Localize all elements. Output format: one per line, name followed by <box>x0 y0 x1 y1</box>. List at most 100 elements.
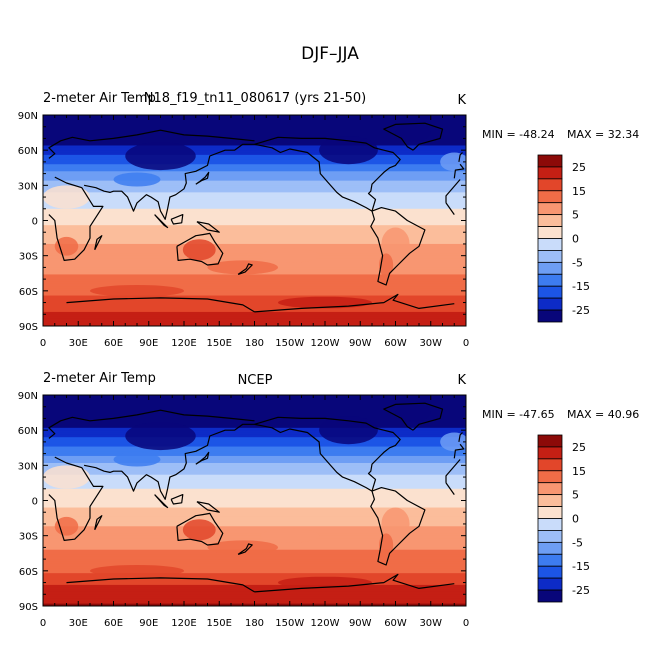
coastline <box>176 512 224 546</box>
colorbar-box <box>537 577 563 591</box>
heatmap-band <box>43 164 466 168</box>
heatmap-band <box>43 486 466 490</box>
heatmap-band <box>43 194 466 198</box>
coastline <box>370 207 426 286</box>
y-tick-label: 30N <box>18 461 38 472</box>
x-tick-label: 60E <box>104 618 123 629</box>
heatmap-band <box>43 304 466 308</box>
heatmap-band <box>43 568 466 572</box>
heatmap-band <box>43 318 466 322</box>
coastline <box>48 456 461 541</box>
heatmap-band <box>43 286 466 290</box>
heatmap-band <box>43 416 466 420</box>
colorbar-box <box>537 285 563 299</box>
coastline <box>83 423 255 500</box>
x-tick-label: 150E <box>207 338 232 349</box>
x-tick-label: 30E <box>69 618 88 629</box>
heatmap-band <box>43 455 466 459</box>
colorbar-label: 25 <box>572 441 586 454</box>
heatmap-band <box>43 311 466 315</box>
max-label: MAX = 40.96 <box>567 408 639 421</box>
heatmap-anomaly <box>278 296 372 309</box>
heatmap-band <box>43 211 466 215</box>
colorbar-box <box>537 434 563 448</box>
heatmap-band <box>43 460 466 464</box>
heatmap-band <box>43 227 466 231</box>
heatmap-anomaly <box>395 403 431 422</box>
heatmap-band <box>43 512 466 516</box>
heatmap-band <box>43 493 466 497</box>
heatmap-band <box>43 239 466 243</box>
heatmap-band <box>43 229 466 233</box>
heatmap-band <box>43 427 466 431</box>
coastline <box>170 494 184 505</box>
heatmap-anomaly <box>278 576 372 589</box>
coastline <box>237 543 253 555</box>
heatmap-anomaly <box>182 519 216 541</box>
colorbar-box <box>537 214 563 227</box>
heatmap-band <box>43 173 466 177</box>
heatmap-band <box>43 150 466 154</box>
colorbar-box <box>537 202 563 216</box>
x-tick-label: 90E <box>139 338 158 349</box>
heatmap-band <box>43 295 466 299</box>
heatmap-band <box>43 462 466 466</box>
x-tick-label: 150W <box>275 338 304 349</box>
coastline <box>254 416 401 492</box>
heatmap-band <box>43 290 466 294</box>
heatmap-band <box>43 175 466 179</box>
heatmap-band <box>43 206 466 210</box>
heatmap-band <box>43 281 466 285</box>
heatmap-band <box>43 514 466 518</box>
heatmap-band <box>43 498 466 502</box>
heatmap-band <box>43 559 466 563</box>
heatmap-band <box>43 185 466 189</box>
colorbar-label: -15 <box>572 560 590 573</box>
heatmap-band <box>43 283 466 287</box>
y-tick-label: 60N <box>18 426 38 437</box>
x-tick-label: 150W <box>275 618 304 629</box>
heatmap-band <box>43 528 466 532</box>
heatmap-band <box>43 253 466 257</box>
heatmap-band <box>43 495 466 499</box>
y-tick-label: 90N <box>18 111 38 122</box>
y-tick-label: 60N <box>18 146 38 157</box>
coastline <box>48 409 465 459</box>
heatmap-anomaly <box>395 123 431 142</box>
heatmap-band <box>43 404 466 408</box>
heatmap-anomaly <box>381 507 410 541</box>
heatmap-band <box>43 168 466 172</box>
heatmap-anomaly <box>125 421 196 451</box>
heatmap-band <box>43 236 466 240</box>
heatmap-band <box>43 479 466 483</box>
heatmap-band <box>43 563 466 567</box>
x-tick-label: 150E <box>207 618 232 629</box>
x-tick-label: 60W <box>384 338 407 349</box>
max-label: MAX = 32.34 <box>567 128 639 141</box>
colorbar-label: 0 <box>572 233 579 246</box>
heatmap-band <box>43 573 466 577</box>
heatmap-band <box>43 197 466 200</box>
heatmap-band <box>43 225 466 229</box>
heatmap-band <box>43 580 466 584</box>
heatmap-band <box>43 201 466 205</box>
heatmap-anomaly <box>90 564 184 577</box>
panel-units: K <box>457 373 466 388</box>
coastline <box>196 501 220 513</box>
heatmap-band <box>43 140 466 144</box>
colorbar-box <box>537 553 563 567</box>
heatmap-band <box>43 297 466 301</box>
heatmap-band <box>43 157 466 161</box>
x-tick-label: 90E <box>139 618 158 629</box>
colorbar-box <box>537 518 563 531</box>
heatmap-band <box>43 190 466 193</box>
x-tick-label: 120E <box>171 618 196 629</box>
heatmap-band <box>43 418 466 422</box>
colorbar-box <box>537 530 563 543</box>
heatmap-band <box>43 136 466 140</box>
heatmap-band <box>43 199 466 203</box>
heatmap-band <box>43 458 466 462</box>
figure-title: DJF–JJA <box>301 44 359 64</box>
heatmap-band <box>43 523 466 527</box>
x-tick-label: 120W <box>311 338 340 349</box>
